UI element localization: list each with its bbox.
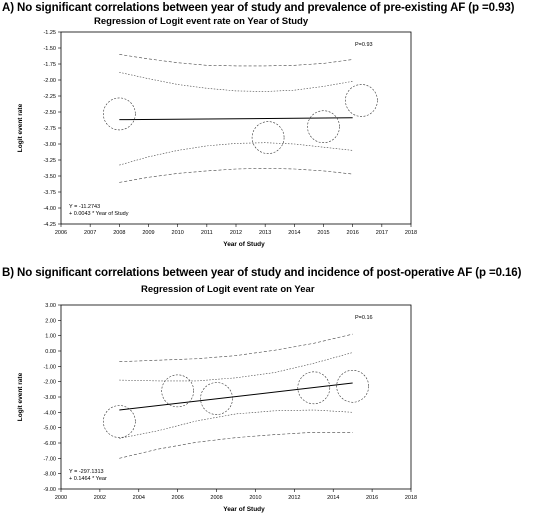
y-tick-label: -3.75 bbox=[43, 190, 56, 196]
x-tick-label: 2014 bbox=[327, 495, 339, 501]
ci-outer-lower bbox=[119, 167, 353, 183]
y-tick-label: -5.00 bbox=[43, 426, 56, 432]
x-tick-label: 2018 bbox=[405, 495, 417, 501]
ci-inner-upper bbox=[119, 72, 353, 92]
chart-a: -1.25 -1.50 -1.75 -2.00 -2.25 -2.50 -2.75 -3.00… bbox=[17, 30, 417, 248]
x-tick-label: 2004 bbox=[133, 495, 145, 501]
y-tick-label: 0.00 bbox=[45, 349, 56, 355]
data-point bbox=[307, 110, 340, 144]
ci-outer-lower bbox=[119, 432, 353, 459]
y-tick-label: -3.00 bbox=[43, 395, 56, 401]
x-tick-label: 2014 bbox=[288, 230, 300, 236]
y-tick-label: -1.50 bbox=[43, 46, 56, 52]
x-tick-label: 2016 bbox=[366, 495, 378, 501]
data-point bbox=[103, 97, 136, 131]
chart-a-title: Regression of Logit event rate on Year o… bbox=[94, 16, 309, 27]
x-tick-label: 2009 bbox=[142, 230, 154, 236]
ci-outer-upper bbox=[119, 54, 353, 67]
y-tick-label: -1.00 bbox=[43, 364, 56, 370]
x-tick-label: 2015 bbox=[317, 230, 329, 236]
p-value-label: P=0.16 bbox=[355, 315, 373, 321]
y-tick-label: -2.00 bbox=[43, 380, 56, 386]
regression-line bbox=[119, 382, 353, 411]
y-tick-label: 3.00 bbox=[45, 303, 56, 309]
y-tick-label: -2.25 bbox=[43, 94, 56, 100]
data-point bbox=[297, 371, 331, 405]
chart-b-title: Regression of Logit event rate on Year bbox=[141, 284, 315, 295]
data-point bbox=[103, 405, 136, 438]
equation-line-1: Y = -11.2743 bbox=[69, 204, 100, 210]
p-value-label: P=0.93 bbox=[355, 42, 373, 48]
y-tick-label: -3.00 bbox=[43, 142, 56, 148]
x-tick-label: 2007 bbox=[84, 230, 96, 236]
data-point bbox=[345, 84, 378, 117]
x-tick-label: 2013 bbox=[259, 230, 271, 236]
x-axis-label: Year of Study bbox=[223, 241, 265, 248]
y-tick-label: -3.25 bbox=[43, 158, 56, 164]
panel-b-heading: B) No significant correlations between y… bbox=[2, 267, 522, 279]
panel-a-heading: A) No significant correlations between y… bbox=[2, 2, 515, 14]
ci-inner-lower bbox=[119, 142, 353, 166]
x-tick-label: 2006 bbox=[172, 495, 184, 501]
y-tick-label: -4.00 bbox=[43, 206, 56, 212]
ci-inner-lower bbox=[119, 409, 353, 439]
y-tick-label: -8.00 bbox=[43, 472, 56, 478]
y-tick-label: -2.75 bbox=[43, 126, 56, 132]
data-point bbox=[251, 121, 285, 154]
x-tick-label: 2002 bbox=[94, 495, 106, 501]
data-point bbox=[161, 374, 194, 408]
regression-line bbox=[119, 117, 353, 121]
equation-line-2: + 0.0043 * Year of Study bbox=[69, 211, 129, 217]
y-tick-label: -2.50 bbox=[43, 110, 56, 116]
y-tick-label: -7.00 bbox=[43, 456, 56, 462]
data-point bbox=[336, 369, 369, 403]
data-point bbox=[200, 382, 233, 415]
x-tick-label: 2010 bbox=[172, 230, 184, 236]
x-tick-label: 2008 bbox=[210, 495, 222, 501]
equation-line-1: Y = -297.1313 bbox=[69, 469, 104, 475]
y-tick-label: -4.00 bbox=[43, 410, 56, 416]
x-tick-label: 2010 bbox=[249, 495, 261, 501]
x-tick-label: 2012 bbox=[288, 495, 300, 501]
x-tick-label: 2016 bbox=[347, 230, 359, 236]
y-tick-label: -4.25 bbox=[43, 222, 56, 228]
x-tick-label: 2017 bbox=[376, 230, 388, 236]
x-tick-label: 2006 bbox=[55, 230, 67, 236]
y-tick-label: -9.00 bbox=[43, 487, 56, 493]
y-tick-label: -3.50 bbox=[43, 174, 56, 180]
y-tick-label: -2.00 bbox=[43, 78, 56, 84]
x-tick-label: 2008 bbox=[113, 230, 125, 236]
y-axis-label: Logit event rate bbox=[17, 103, 24, 152]
y-tick-label: 2.00 bbox=[45, 318, 56, 324]
x-tick-label: 2012 bbox=[230, 230, 242, 236]
equation-line-2: + 0.1464 * Year bbox=[69, 476, 107, 482]
x-tick-label: 2000 bbox=[55, 495, 67, 501]
ci-outer-upper bbox=[119, 333, 353, 362]
x-tick-label: 2018 bbox=[405, 230, 417, 236]
y-tick-label: -6.00 bbox=[43, 441, 56, 447]
x-tick-label: 2011 bbox=[201, 230, 213, 236]
y-tick-label: -1.75 bbox=[43, 62, 56, 68]
y-axis-label: Logit event rate bbox=[17, 372, 24, 421]
y-tick-label: -1.25 bbox=[43, 30, 56, 36]
x-axis-label: Year of Study bbox=[223, 506, 265, 513]
ci-inner-upper bbox=[119, 352, 353, 382]
y-tick-label: 1.00 bbox=[45, 334, 56, 340]
